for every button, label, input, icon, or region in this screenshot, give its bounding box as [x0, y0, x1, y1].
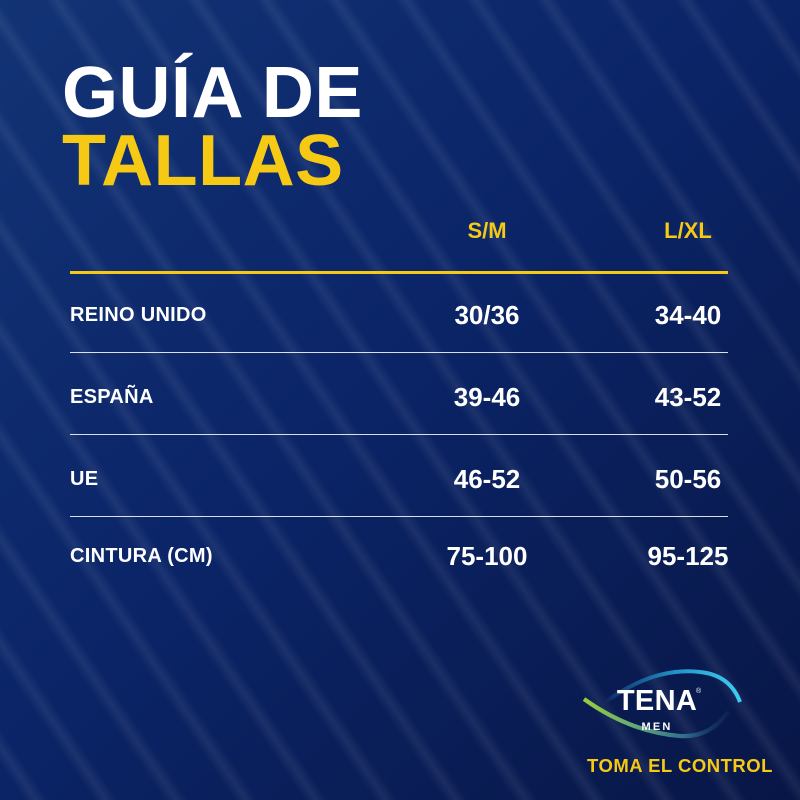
svg-text:®: ®	[696, 687, 702, 695]
svg-text:MEN: MEN	[641, 721, 672, 733]
svg-text:TENA: TENA	[617, 685, 697, 717]
